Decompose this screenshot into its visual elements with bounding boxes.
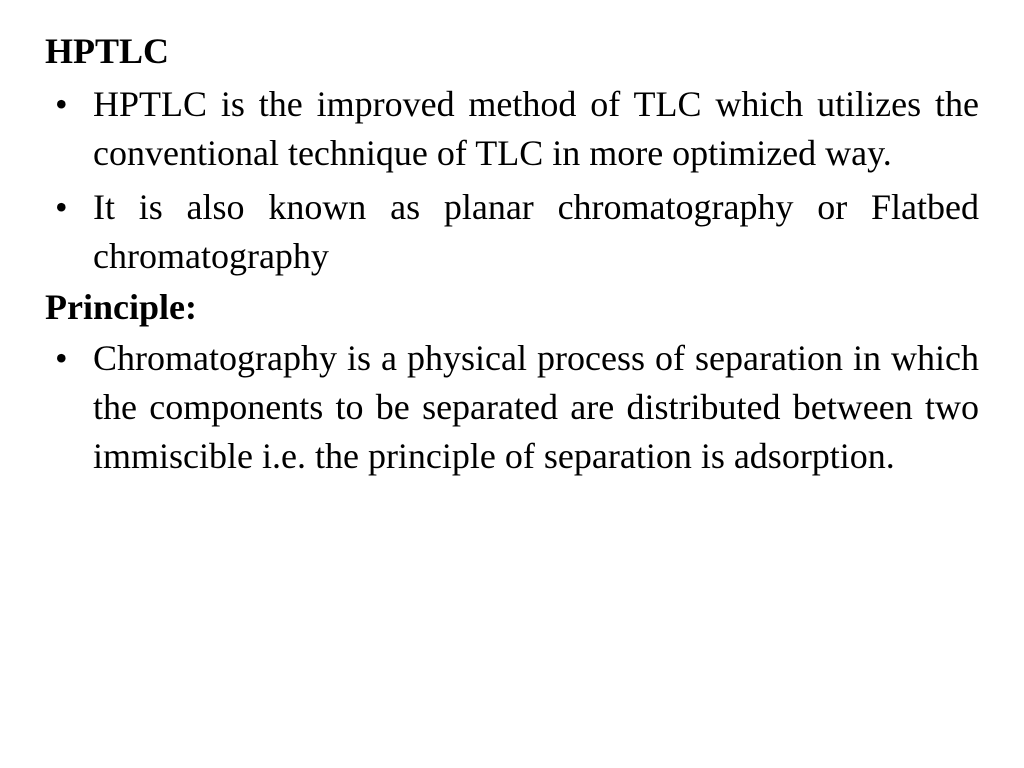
list-item: Chromatography is a physical process of … bbox=[45, 334, 979, 480]
slide-subheading: Principle: bbox=[45, 286, 979, 328]
bullet-list-1: HPTLC is the improved method of TLC whic… bbox=[45, 80, 979, 280]
bullet-list-2: Chromatography is a physical process of … bbox=[45, 334, 979, 480]
list-item: HPTLC is the improved method of TLC whic… bbox=[45, 80, 979, 177]
slide-title: HPTLC bbox=[45, 30, 979, 72]
list-item: It is also known as planar chromatograph… bbox=[45, 183, 979, 280]
